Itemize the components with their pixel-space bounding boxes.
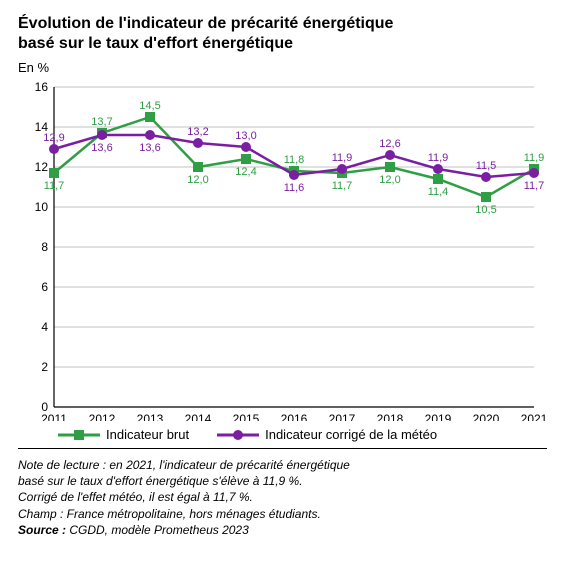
svg-text:16: 16: [35, 81, 49, 94]
svg-text:6: 6: [41, 280, 48, 294]
svg-text:2020: 2020: [473, 412, 500, 421]
title-line-1: Évolution de l'indicateur de précarité é…: [18, 15, 393, 32]
svg-text:2019: 2019: [425, 412, 452, 421]
svg-text:12,6: 12,6: [379, 138, 400, 150]
svg-text:2017: 2017: [329, 412, 356, 421]
svg-text:2021: 2021: [521, 412, 548, 421]
svg-text:11,6: 11,6: [284, 182, 305, 194]
svg-text:11,7: 11,7: [44, 180, 65, 192]
legend-label-brut: Indicateur brut: [106, 427, 189, 442]
svg-text:10: 10: [35, 200, 49, 214]
note-source: Source : CGDD, modèle Prometheus 2023: [18, 522, 547, 538]
svg-text:11,4: 11,4: [428, 186, 449, 198]
svg-text:8: 8: [41, 240, 48, 254]
svg-text:13,2: 13,2: [187, 126, 208, 138]
svg-text:13,7: 13,7: [91, 116, 112, 128]
y-axis-label: En %: [18, 60, 547, 75]
svg-text:2016: 2016: [281, 412, 308, 421]
svg-text:2018: 2018: [377, 412, 404, 421]
legend: Indicateur brut Indicateur corrigé de la…: [18, 421, 547, 449]
svg-text:13,0: 13,0: [235, 130, 256, 142]
svg-text:2012: 2012: [89, 412, 116, 421]
svg-text:11,9: 11,9: [524, 152, 545, 164]
svg-text:12,9: 12,9: [43, 132, 64, 144]
svg-text:12,0: 12,0: [187, 174, 208, 186]
svg-text:2014: 2014: [185, 412, 212, 421]
legend-label-corrige: Indicateur corrigé de la météo: [265, 427, 437, 442]
svg-text:11,9: 11,9: [428, 152, 449, 164]
svg-text:2013: 2013: [137, 412, 164, 421]
note-line-1: Note de lecture : en 2021, l'indicateur …: [18, 457, 547, 473]
legend-swatch-brut: [58, 428, 100, 442]
note-line-3: Corrigé de l'effet météo, il est égal à …: [18, 489, 547, 505]
svg-text:4: 4: [41, 320, 48, 334]
svg-text:12,0: 12,0: [379, 174, 400, 186]
svg-text:12: 12: [35, 160, 49, 174]
svg-text:11,7: 11,7: [524, 180, 545, 192]
legend-item-brut: Indicateur brut: [58, 427, 189, 442]
chart-svg: 0246810121416201120122013201420152016201…: [18, 81, 548, 421]
svg-text:2: 2: [41, 360, 48, 374]
title-line-2: basé sur le taux d'effort énergétique: [18, 35, 293, 52]
svg-text:13,6: 13,6: [139, 142, 160, 154]
line-chart: 0246810121416201120122013201420152016201…: [18, 81, 548, 421]
note-line-2: basé sur le taux d'effort énergétique s'…: [18, 473, 547, 489]
chart-title: Évolution de l'indicateur de précarité é…: [18, 14, 547, 54]
svg-text:2015: 2015: [233, 412, 260, 421]
legend-item-corrige: Indicateur corrigé de la météo: [217, 427, 437, 442]
chart-notes: Note de lecture : en 2021, l'indicateur …: [18, 457, 547, 538]
svg-text:2011: 2011: [41, 412, 67, 421]
svg-text:12,4: 12,4: [235, 166, 256, 178]
svg-text:11,5: 11,5: [476, 160, 497, 172]
note-line-4: Champ : France métropolitaine, hors ména…: [18, 506, 547, 522]
svg-text:13,6: 13,6: [91, 142, 112, 154]
legend-swatch-corrige: [217, 428, 259, 442]
svg-text:11,8: 11,8: [284, 154, 305, 166]
svg-text:11,7: 11,7: [332, 180, 353, 192]
source-label: Source :: [18, 523, 66, 537]
svg-text:10,5: 10,5: [475, 204, 496, 216]
svg-text:14,5: 14,5: [139, 100, 160, 112]
svg-text:11,9: 11,9: [332, 152, 353, 164]
source-value: CGDD, modèle Prometheus 2023: [66, 523, 249, 537]
